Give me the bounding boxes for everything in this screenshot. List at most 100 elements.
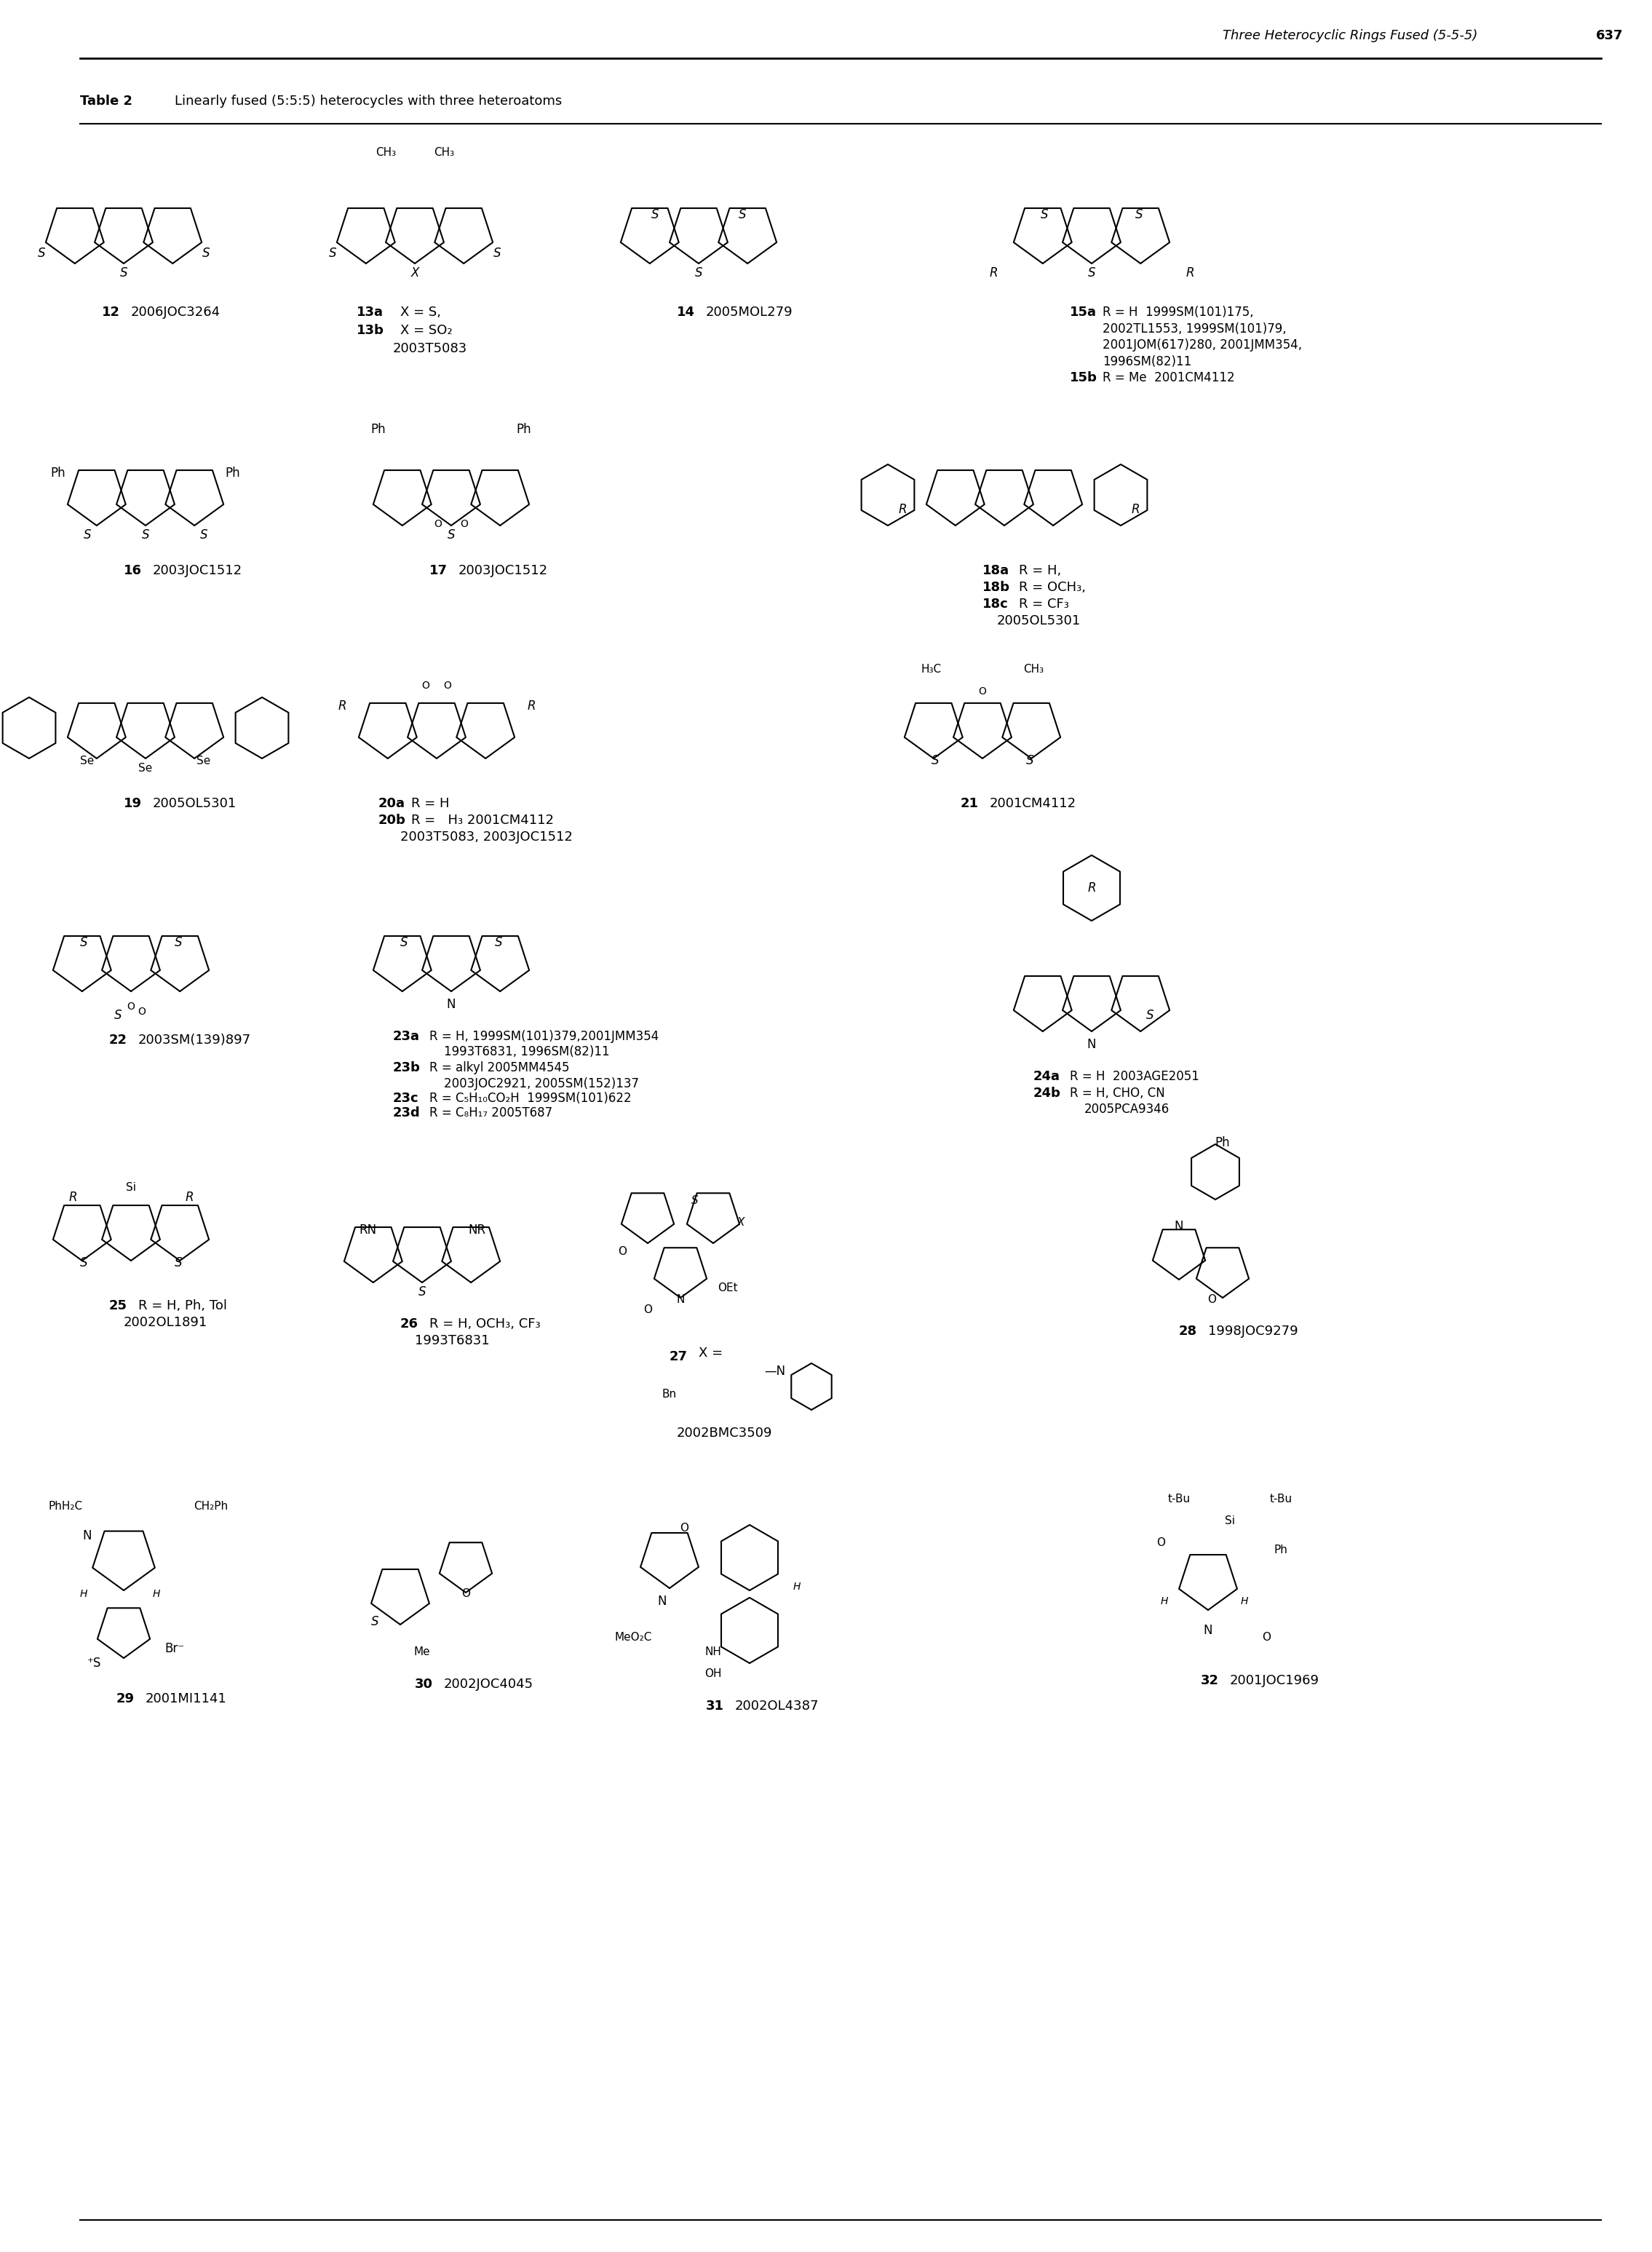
Text: 23d: 23d: [393, 1106, 421, 1119]
Text: O: O: [461, 518, 468, 529]
Text: S: S: [738, 207, 747, 221]
Text: 22: 22: [109, 1034, 127, 1047]
Text: 1998JOC9279: 1998JOC9279: [1208, 1324, 1298, 1338]
Text: H: H: [793, 1581, 801, 1592]
Text: R = H  2003AGE2051: R = H 2003AGE2051: [1070, 1070, 1199, 1083]
Text: R = H  1999SM(101)175,: R = H 1999SM(101)175,: [1102, 306, 1254, 320]
Text: S: S: [372, 1615, 378, 1628]
Text: 13b: 13b: [357, 324, 385, 338]
Text: 29: 29: [116, 1691, 134, 1705]
Text: 23b: 23b: [393, 1061, 421, 1074]
Text: N: N: [1087, 1038, 1097, 1052]
Text: 24a: 24a: [1034, 1070, 1061, 1083]
Text: R: R: [527, 700, 535, 712]
Text: Se: Se: [197, 754, 211, 766]
Text: 2006JOC3264: 2006JOC3264: [131, 306, 221, 320]
Text: 23a: 23a: [393, 1029, 420, 1043]
Text: X =: X =: [699, 1347, 724, 1360]
Text: R: R: [185, 1191, 193, 1205]
Text: S: S: [121, 266, 127, 279]
Text: 15a: 15a: [1070, 306, 1097, 320]
Text: S: S: [329, 248, 337, 259]
Text: OH: OH: [705, 1669, 722, 1680]
Text: O: O: [618, 1245, 626, 1257]
Text: S: S: [200, 529, 208, 540]
Text: S: S: [494, 248, 501, 259]
Text: S: S: [692, 1196, 699, 1207]
Text: 20a: 20a: [378, 797, 405, 811]
Text: 2001MI1141: 2001MI1141: [145, 1691, 226, 1705]
Text: O: O: [1156, 1538, 1165, 1549]
Text: R: R: [1132, 502, 1140, 516]
Text: O: O: [679, 1522, 689, 1534]
Text: R: R: [990, 266, 998, 279]
Text: 2003JOC2921, 2005SM(152)137: 2003JOC2921, 2005SM(152)137: [444, 1076, 639, 1090]
Text: Se: Se: [81, 754, 94, 766]
Text: 2003JOC1512: 2003JOC1512: [154, 563, 243, 577]
Text: S: S: [448, 529, 454, 540]
Text: 23c: 23c: [393, 1092, 420, 1106]
Text: H: H: [1161, 1597, 1168, 1606]
Text: X: X: [411, 266, 420, 279]
Text: X: X: [737, 1218, 745, 1227]
Text: R: R: [69, 1191, 78, 1205]
Text: N: N: [83, 1529, 93, 1543]
Text: R = H, OCH₃, CF₃: R = H, OCH₃, CF₃: [430, 1317, 540, 1331]
Text: 32: 32: [1201, 1673, 1219, 1687]
Text: Ph: Ph: [372, 423, 387, 437]
Text: S: S: [175, 1257, 182, 1270]
Text: R: R: [1087, 881, 1095, 894]
Text: S: S: [400, 937, 408, 948]
Text: 26: 26: [400, 1317, 418, 1331]
Text: 18b: 18b: [983, 581, 1009, 595]
Text: 2002OL4387: 2002OL4387: [735, 1700, 819, 1714]
Text: H: H: [1241, 1597, 1249, 1606]
Text: 2005OL5301: 2005OL5301: [998, 615, 1080, 628]
Text: 14: 14: [677, 306, 695, 320]
Text: O: O: [643, 1304, 653, 1315]
Text: Linearly fused (5:5:5) heterocycles with three heteroatoms: Linearly fused (5:5:5) heterocycles with…: [175, 95, 562, 108]
Text: 24b: 24b: [1034, 1088, 1061, 1099]
Text: S: S: [84, 529, 91, 540]
Text: 2003T5083, 2003JOC1512: 2003T5083, 2003JOC1512: [400, 831, 573, 844]
Text: NR: NR: [468, 1223, 486, 1236]
Text: 2002OL1891: 2002OL1891: [124, 1315, 208, 1329]
Text: H₃C: H₃C: [922, 664, 942, 676]
Text: NH: NH: [705, 1646, 722, 1657]
Text: R = alkyl 2005MM4545: R = alkyl 2005MM4545: [430, 1061, 570, 1074]
Text: O: O: [444, 680, 451, 691]
Text: 17: 17: [430, 563, 448, 577]
Text: S: S: [1135, 207, 1143, 221]
Text: 16: 16: [124, 563, 142, 577]
Text: CH₃: CH₃: [434, 146, 454, 158]
Text: R = H, CHO, CN: R = H, CHO, CN: [1070, 1088, 1165, 1099]
Text: 13a: 13a: [357, 306, 383, 320]
Text: R =   H₃ 2001CM4112: R = H₃ 2001CM4112: [411, 813, 553, 826]
Text: CH₂Ph: CH₂Ph: [193, 1502, 228, 1511]
Text: 2005MOL279: 2005MOL279: [705, 306, 793, 320]
Text: —N: —N: [765, 1365, 785, 1378]
Text: 2001JOM(617)280, 2001JMM354,: 2001JOM(617)280, 2001JMM354,: [1102, 338, 1302, 351]
Text: 1993T6831, 1996SM(82)11: 1993T6831, 1996SM(82)11: [444, 1045, 610, 1058]
Text: S: S: [114, 1009, 122, 1022]
Text: R: R: [339, 700, 347, 712]
Text: 28: 28: [1180, 1324, 1198, 1338]
Text: Se: Se: [139, 763, 152, 772]
Text: S: S: [932, 754, 938, 768]
Text: 12: 12: [102, 306, 121, 320]
Text: 1993T6831: 1993T6831: [415, 1333, 489, 1347]
Text: S: S: [79, 937, 88, 948]
Text: t-Bu: t-Bu: [1168, 1493, 1191, 1504]
Text: N: N: [676, 1293, 684, 1304]
Text: Table 2: Table 2: [79, 95, 132, 108]
Text: 2002BMC3509: 2002BMC3509: [677, 1426, 773, 1439]
Text: O: O: [139, 1007, 145, 1018]
Text: S: S: [695, 266, 702, 279]
Text: O: O: [1208, 1293, 1216, 1304]
Text: CH₃: CH₃: [375, 146, 396, 158]
Text: X = SO₂: X = SO₂: [400, 324, 453, 338]
Text: R = OCH₃,: R = OCH₃,: [1019, 581, 1085, 595]
Text: RN: RN: [358, 1223, 377, 1236]
Text: S: S: [494, 937, 502, 948]
Text: R = H: R = H: [411, 797, 449, 811]
